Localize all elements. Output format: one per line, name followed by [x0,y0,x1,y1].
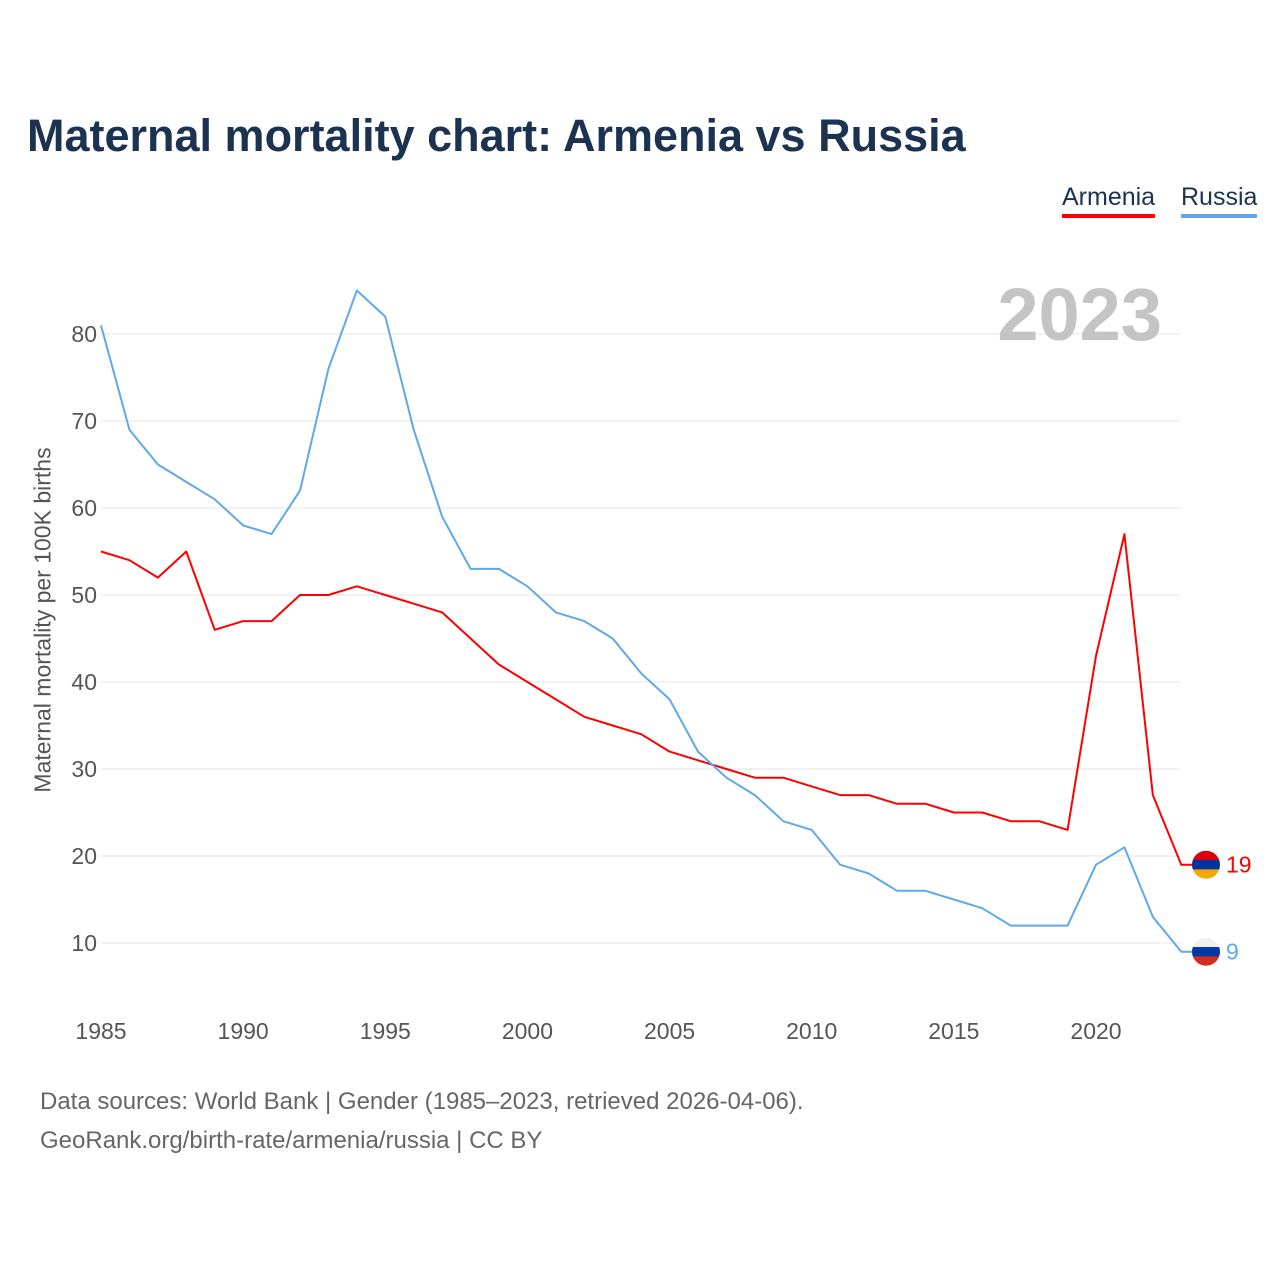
x-tick-label: 2000 [502,1018,553,1044]
flag-armenia-icon [1192,860,1220,870]
legend-armenia[interactable]: Armenia [1062,183,1156,218]
y-axis-label: Maternal mortality per 100K births [29,447,56,793]
x-tick-label: 2020 [1070,1018,1121,1044]
series-line-armenia [100,533,1195,866]
y-tick-label: 40 [71,669,97,695]
footer-sources: Data sources: World Bank | Gender (1985–… [40,1088,804,1115]
y-tick-label: 50 [71,582,97,608]
current-year-label: 2023 [997,273,1162,356]
y-tick-label: 20 [71,843,97,869]
flag-russia-icon [1192,947,1220,957]
y-tick-label: 70 [71,408,97,434]
flag-russia-icon [1192,937,1220,948]
legend-russia[interactable]: Russia [1181,183,1258,218]
y-tick-label: 30 [71,756,97,782]
x-tick-label: 2010 [786,1018,837,1044]
x-tick-label: 2015 [928,1018,979,1044]
flag-armenia-icon [1192,850,1220,861]
end-value-label: 9 [1226,939,1239,965]
flag-armenia-icon [1192,869,1220,879]
y-tick-label: 10 [71,930,97,956]
series-line-russia [100,289,1195,953]
x-tick-label: 1990 [218,1018,269,1044]
end-value-label: 19 [1226,852,1252,878]
x-tick-label: 2005 [644,1018,695,1044]
y-tick-label: 80 [71,321,97,347]
footer-credit: GeoRank.org/birth-rate/armenia/russia | … [40,1127,543,1154]
x-tick-label: 1995 [360,1018,411,1044]
x-tick-label: 1985 [75,1018,126,1044]
y-tick-label: 60 [71,495,97,521]
chart-title: Maternal mortality chart: Armenia vs Rus… [27,110,966,161]
flag-russia-icon [1192,956,1220,966]
